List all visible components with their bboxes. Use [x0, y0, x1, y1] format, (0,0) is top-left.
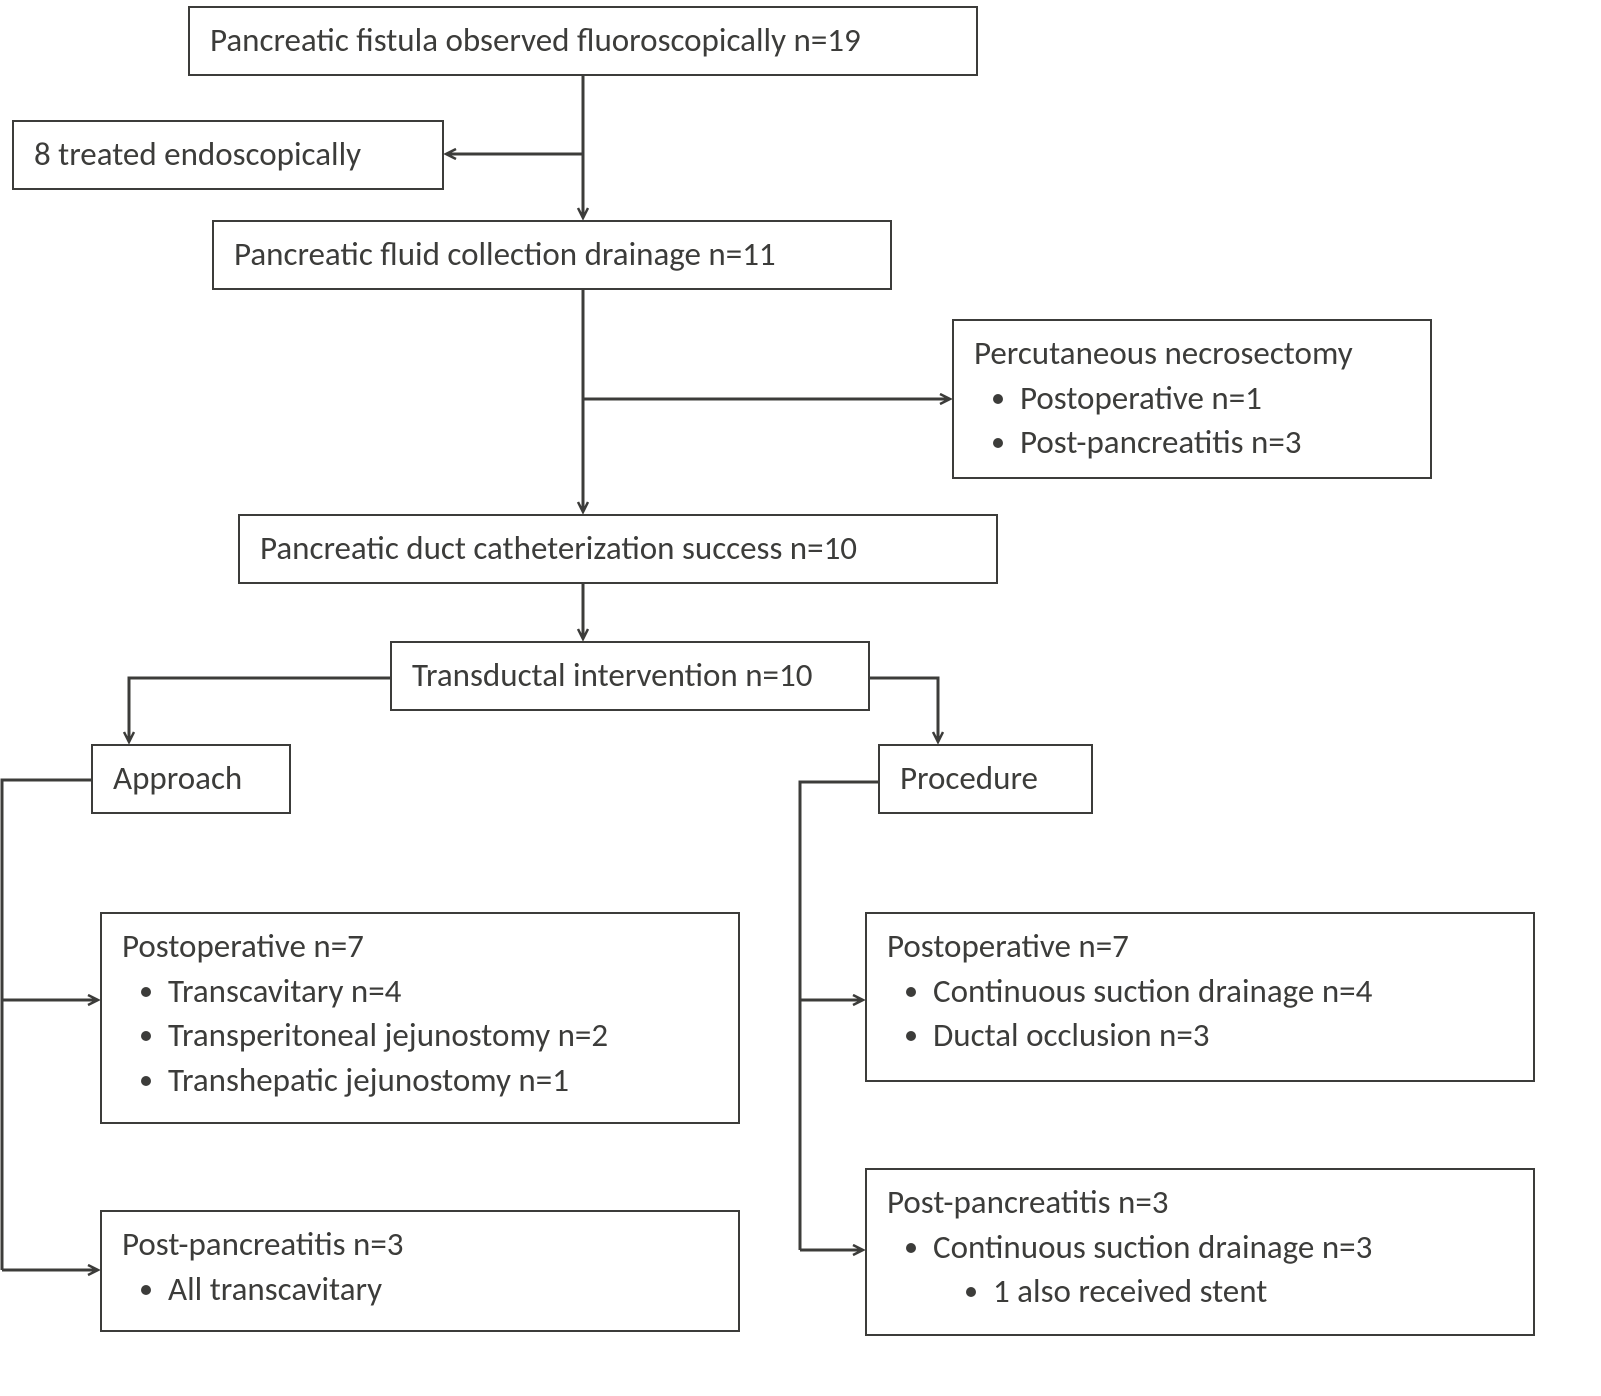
- bullet-item: Transcavitary n=4: [168, 969, 718, 1014]
- node-procedure-postpancreatitis: Post-pancreatitis n=3 Continuous suction…: [865, 1168, 1535, 1336]
- bullet-item: Transperitoneal jejunostomy n=2: [168, 1013, 718, 1058]
- edge-n6-n8: [870, 678, 938, 742]
- bullet-list: All transcavitary: [122, 1267, 718, 1312]
- node-procedure-postoperative: Postoperative n=7 Continuous suction dra…: [865, 912, 1535, 1082]
- node-procedure: Procedure: [878, 744, 1093, 814]
- node-title: Pancreatic fistula observed fluoroscopic…: [210, 18, 956, 63]
- bullet-item: Continuous suction drainage n=4: [933, 969, 1513, 1014]
- node-approach: Approach: [91, 744, 291, 814]
- bullet-text: Continuous suction drainage n=3: [933, 1227, 1372, 1267]
- node-title: Pancreatic fluid collection drainage n=1…: [234, 232, 870, 277]
- node-treated-endoscopically: 8 treated endoscopically: [12, 120, 444, 190]
- node-approach-postoperative: Postoperative n=7 Transcavitary n=4 Tran…: [100, 912, 740, 1124]
- bullet-list: Postoperative n=1 Post-pancreatitis n=3: [974, 376, 1410, 465]
- node-title: Postoperative n=7: [122, 924, 718, 969]
- sub-bullet-item: 1 also received stent: [993, 1269, 1513, 1314]
- node-title: Post-pancreatitis n=3: [887, 1180, 1513, 1225]
- node-title: 8 treated endoscopically: [34, 132, 422, 177]
- node-title: Postoperative n=7: [887, 924, 1513, 969]
- node-approach-postpancreatitis: Post-pancreatitis n=3 All transcavitary: [100, 1210, 740, 1332]
- node-title: Post-pancreatitis n=3: [122, 1222, 718, 1267]
- bullet-item: Continuous suction drainage n=3 1 also r…: [933, 1225, 1513, 1314]
- bullet-list: Transcavitary n=4 Transperitoneal jejuno…: [122, 969, 718, 1103]
- sub-bullet-list: 1 also received stent: [933, 1269, 1513, 1314]
- node-title: Procedure: [900, 756, 1071, 801]
- bullet-list: Continuous suction drainage n=4 Ductal o…: [887, 969, 1513, 1058]
- node-title: Pancreatic duct catheterization success …: [260, 526, 976, 571]
- node-fistula-observed: Pancreatic fistula observed fluoroscopic…: [188, 6, 978, 76]
- bullet-item: Transhepatic jejunostomy n=1: [168, 1058, 718, 1103]
- edge-n6-n7: [129, 678, 390, 742]
- node-duct-catheterization-success: Pancreatic duct catheterization success …: [238, 514, 998, 584]
- flowchart-canvas: Pancreatic fistula observed fluoroscopic…: [0, 0, 1601, 1396]
- node-percutaneous-necrosectomy: Percutaneous necrosectomy Postoperative …: [952, 319, 1432, 479]
- edge-n7-spine: [2, 780, 91, 1270]
- bullet-list: Continuous suction drainage n=3 1 also r…: [887, 1225, 1513, 1314]
- bullet-item: Ductal occlusion n=3: [933, 1013, 1513, 1058]
- bullet-item: Postoperative n=1: [1020, 376, 1410, 421]
- node-title: Approach: [113, 756, 269, 801]
- node-transductal-intervention: Transductal intervention n=10: [390, 641, 870, 711]
- node-fluid-collection-drainage: Pancreatic fluid collection drainage n=1…: [212, 220, 892, 290]
- bullet-item: All transcavitary: [168, 1267, 718, 1312]
- bullet-item: Post-pancreatitis n=3: [1020, 420, 1410, 465]
- node-title: Transductal intervention n=10: [412, 653, 848, 698]
- node-title: Percutaneous necrosectomy: [974, 331, 1410, 376]
